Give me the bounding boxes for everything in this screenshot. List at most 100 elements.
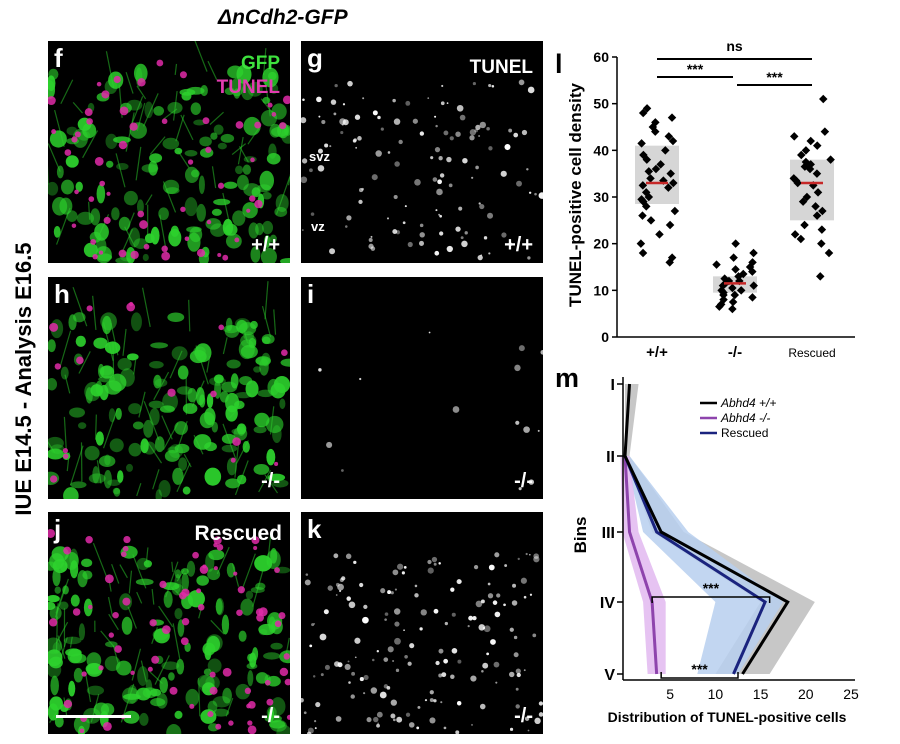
tunel-signal — [537, 429, 540, 432]
tunel-signal — [407, 241, 413, 248]
tunel-dot — [94, 157, 104, 166]
genotype-label: -/- — [261, 705, 280, 727]
tunel-dot — [139, 220, 148, 229]
gfp-cell — [153, 106, 165, 116]
tunel-signal — [533, 553, 539, 559]
gfp-cell — [245, 380, 259, 398]
panel-letter: j — [54, 514, 62, 544]
gfp-cell — [136, 687, 151, 701]
tunel-signal — [396, 716, 403, 723]
data-point — [656, 160, 665, 169]
data-point — [728, 304, 737, 314]
tunel-signal — [467, 625, 470, 628]
gfp-cell — [168, 228, 182, 247]
gfp-process — [48, 143, 61, 172]
gfp-process — [261, 305, 272, 338]
gfp-cell — [115, 407, 122, 420]
gfp-cell — [274, 206, 288, 217]
gfp-cell — [195, 387, 205, 406]
gfp-cell — [254, 412, 270, 428]
tunel-signal — [513, 652, 519, 658]
gfp-process — [146, 440, 163, 464]
tunel-signal — [540, 349, 543, 355]
tunel-signal — [523, 595, 527, 599]
tunel-signal — [392, 229, 398, 234]
tunel-signal — [334, 83, 338, 88]
gfp-cell — [268, 143, 277, 159]
gfp-cell — [90, 208, 101, 226]
tunel-signal — [377, 115, 381, 120]
gfp-process — [115, 153, 126, 188]
gfp-process — [66, 452, 70, 472]
tunel-signal — [481, 669, 484, 673]
tunel-signal — [330, 99, 337, 105]
tunel-signal — [327, 585, 333, 591]
gfp-cell — [171, 583, 184, 596]
gfp-process — [55, 207, 71, 245]
tunel-signal — [458, 579, 462, 584]
tunel-signal — [479, 703, 486, 710]
tunel-dot — [85, 536, 93, 544]
tunel-dot — [98, 665, 104, 671]
tunel-signal — [495, 681, 498, 684]
tunel-signal — [429, 698, 434, 702]
gfp-cell — [217, 142, 227, 150]
gfp-cell — [103, 470, 112, 489]
gfp-cell — [149, 688, 162, 697]
gfp-process — [145, 194, 153, 206]
gfp-cell — [197, 674, 215, 689]
tunel-dot — [84, 108, 93, 117]
gfp-process — [252, 568, 264, 607]
gfp-process — [60, 79, 74, 105]
gfp-cell — [236, 64, 252, 84]
gfp-cell — [268, 708, 275, 722]
tunel-signal — [319, 633, 327, 641]
tunel-legend-label: TUNEL — [216, 77, 280, 98]
gfp-process — [136, 102, 146, 131]
gfp-process — [143, 401, 160, 440]
tunel-signal — [433, 608, 439, 614]
x-tick-label: 10 — [708, 686, 724, 702]
tunel-dot — [103, 216, 111, 224]
tunel-signal — [371, 174, 378, 181]
panel-letter: h — [54, 279, 70, 309]
tunel-signal — [444, 621, 449, 626]
data-point — [715, 302, 724, 311]
tunel-dot — [196, 248, 206, 258]
legend: Abhd4 +/+Abhd4 -/-Rescued — [700, 396, 776, 440]
gfp-cell — [52, 567, 61, 587]
gfp-process — [154, 655, 170, 685]
tunel-signal — [483, 236, 488, 240]
vz-label: vz — [311, 219, 325, 234]
tunel-signal — [436, 188, 443, 196]
tunel-signal — [403, 629, 405, 631]
tunel-signal — [353, 138, 358, 142]
tunel-signal — [318, 368, 322, 372]
tunel-signal — [427, 567, 434, 574]
gfp-cell — [213, 708, 230, 717]
tunel-dot — [74, 131, 81, 138]
gfp-process — [55, 621, 69, 644]
gfp-process — [266, 533, 272, 565]
gfp-cell — [253, 426, 267, 434]
tunel-signal — [441, 84, 444, 88]
gfp-cell — [225, 392, 240, 413]
gfp-legend-label: GFP — [240, 53, 280, 74]
tunel-signal — [515, 668, 521, 674]
tunel-signal — [306, 731, 312, 734]
tunel-signal — [326, 441, 333, 448]
gfp-cell — [48, 339, 56, 353]
panel-i: i -/- — [301, 277, 543, 499]
tunel-signal — [324, 664, 330, 670]
gfp-cell — [78, 422, 87, 430]
gfp-cell — [163, 591, 173, 608]
tunel-signal — [414, 593, 419, 598]
gfp-cell — [238, 630, 247, 642]
tunel-signal — [376, 723, 380, 728]
gfp-cell — [242, 164, 252, 175]
gfp-cell — [209, 376, 226, 386]
gfp-cell — [109, 438, 124, 453]
tunel-signal — [486, 126, 490, 131]
tunel-signal — [523, 426, 530, 433]
gfp-cell — [185, 688, 200, 707]
